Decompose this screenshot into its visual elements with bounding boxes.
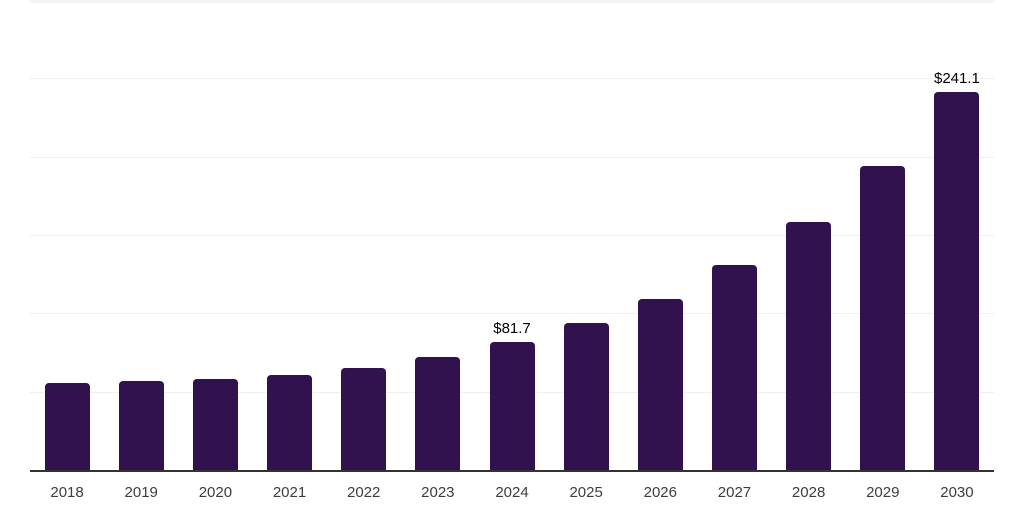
bar-2018 [44,382,90,470]
x-tick-label-2029: 2029 [866,484,900,501]
x-tick-label-2030: 2030 [940,484,974,501]
bar-2029 [860,165,906,470]
bar-value-label-2030: $241.1 [933,70,980,88]
x-tick-label-2021: 2021 [272,484,307,501]
bar-2022 [341,367,387,470]
x-tick-label-2025: 2025 [569,484,603,501]
x-tick-label-2028: 2028 [791,484,826,501]
gridline-250 [30,78,994,80]
x-axis-labels: 2018 2019 2020 2021 2022 2023 2024 2025 2026 2027… [30,472,994,512]
gridline-150 [30,235,994,236]
bar-2028 [786,221,832,470]
gridline-200 [30,156,994,158]
bar-2023 [415,356,461,470]
bar-value-label-2024: $81.7 [493,320,531,338]
plot-area: $81.7 $241.1 [30,0,994,472]
bar-2025 [563,322,609,470]
x-tick-label-2019: 2019 [124,484,158,501]
x-tick-label-2023: 2023 [421,484,455,501]
bar-2026 [637,298,683,470]
x-tick-label-2026: 2026 [643,484,677,501]
x-tick-label-2024: 2024 [495,484,529,501]
bar-2021 [267,374,313,470]
bar-2030 [934,92,980,470]
x-tick-label-2020: 2020 [198,484,233,501]
bar-2019 [118,380,164,470]
gridline-100 [30,313,994,315]
gridline-300 [30,0,994,3]
x-tick-label-2022: 2022 [347,484,381,501]
bar-2024 [489,342,535,470]
bar-2027 [711,264,757,470]
bar-2020 [192,378,238,470]
x-axis-line [30,470,994,472]
x-tick-label-2027: 2027 [717,484,752,501]
x-tick-label-2018: 2018 [50,484,84,501]
